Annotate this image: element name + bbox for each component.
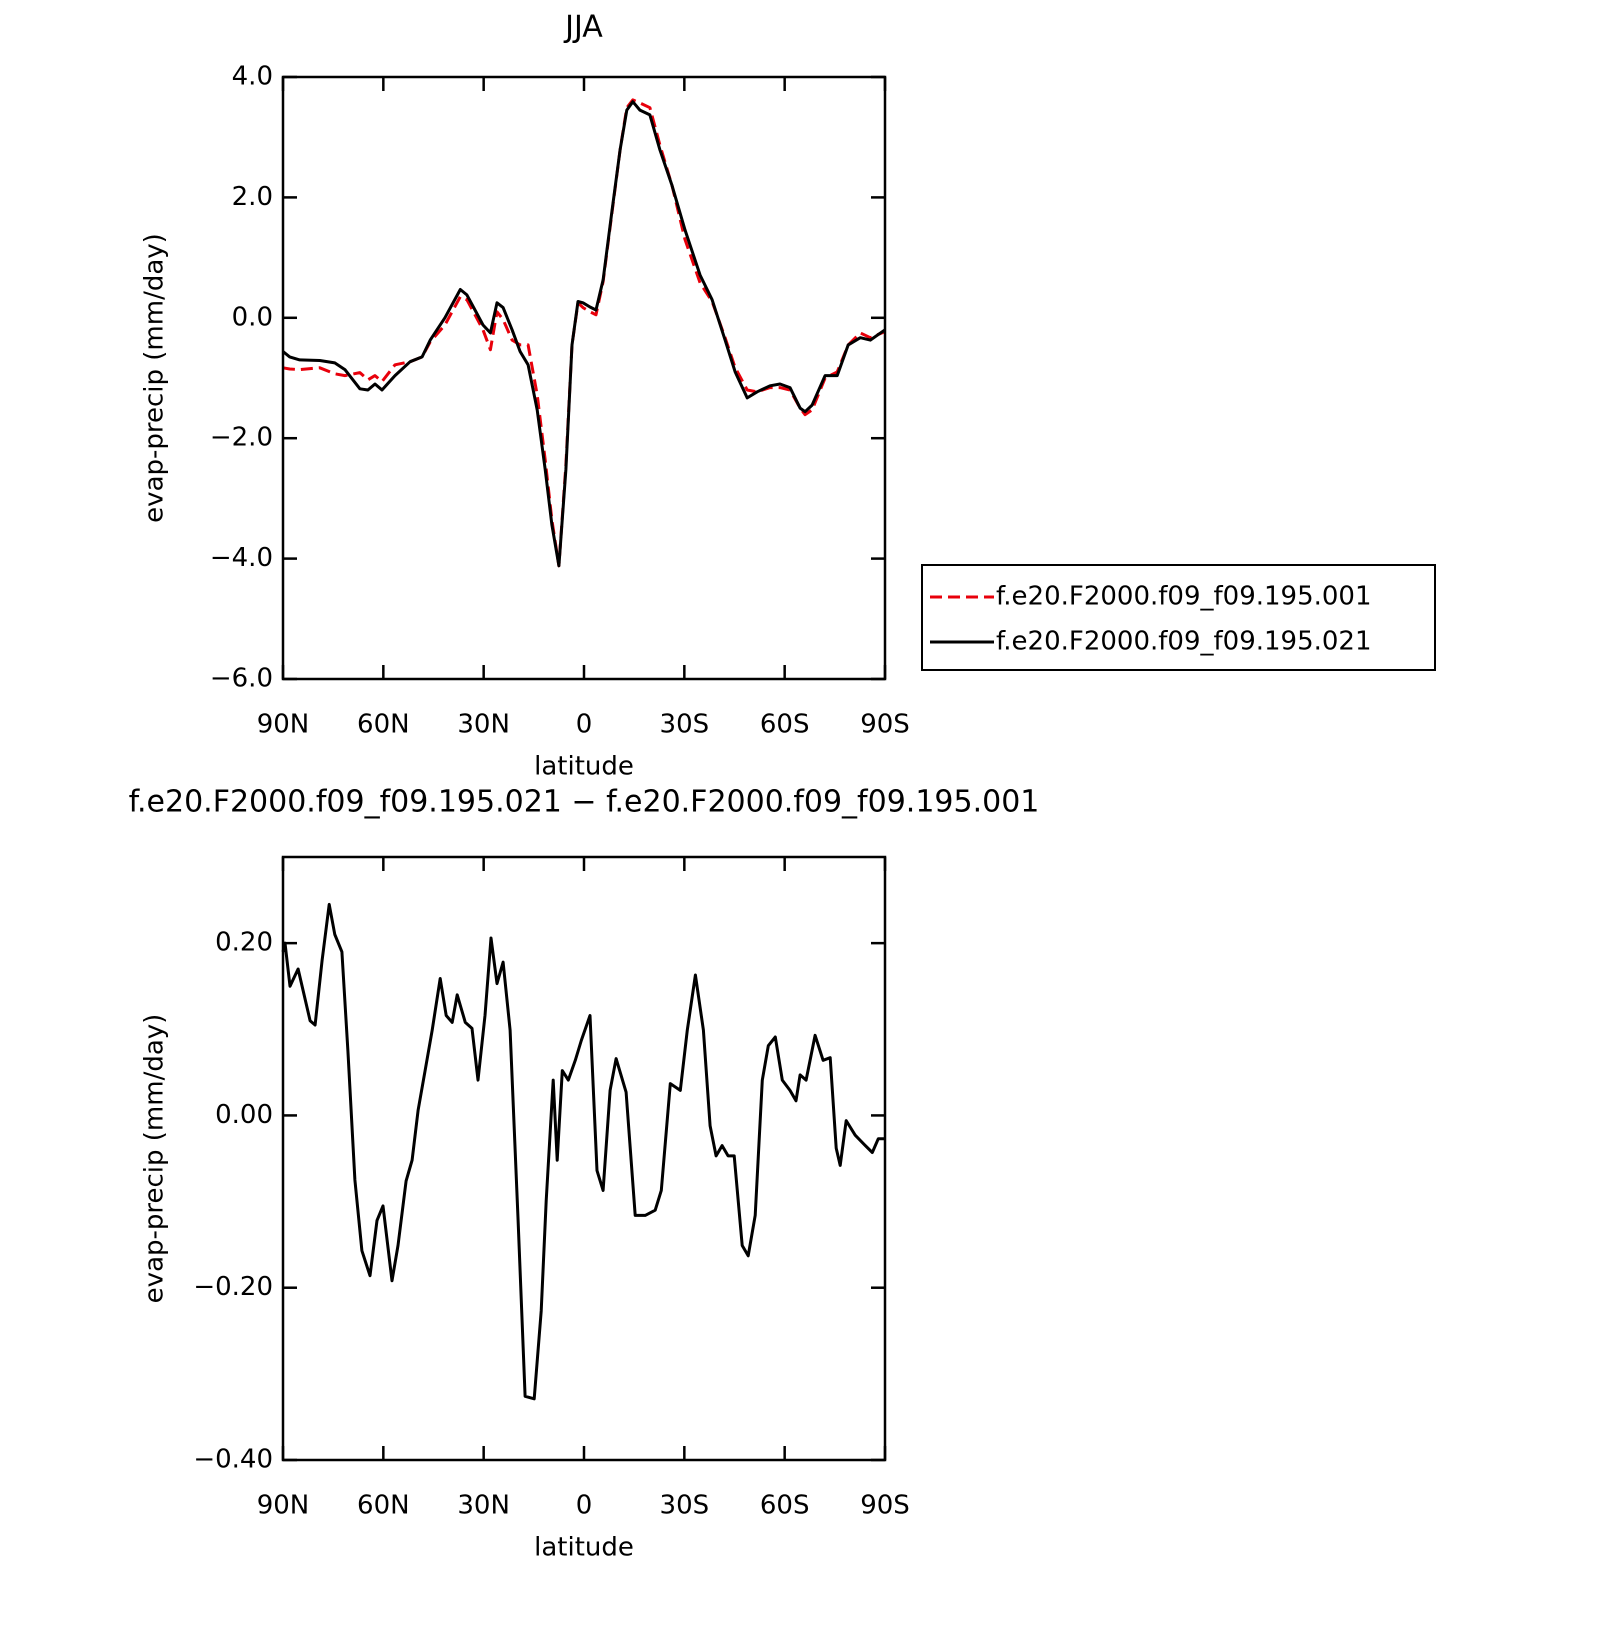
- y-tick-label: −4.0: [210, 543, 273, 573]
- legend-label: f.e20.F2000.f09_f09.195.021: [996, 627, 1372, 657]
- x-tick-label: 60S: [760, 1491, 810, 1521]
- x-tick-label: 30N: [457, 1491, 510, 1521]
- x-tick-label: 0: [576, 1491, 593, 1521]
- x-tick-label: 90N: [257, 710, 310, 740]
- chart-title: JJA: [563, 10, 603, 45]
- legend-box: [921, 564, 1436, 671]
- y-tick-label: −6.0: [210, 664, 273, 694]
- chart-title: f.e20.F2000.f09_f09.195.021 − f.e20.F200…: [129, 785, 1040, 820]
- x-axis-label: latitude: [534, 752, 634, 782]
- y-tick-label: −2.0: [210, 423, 273, 453]
- x-tick-label: 90S: [860, 710, 910, 740]
- y-axis-label: evap-precip (mm/day): [140, 233, 170, 523]
- data-line: [282, 98, 886, 568]
- x-tick-label: 0: [576, 710, 593, 740]
- data-line: [281, 902, 885, 1401]
- x-tick-label: 90S: [860, 1491, 910, 1521]
- y-tick-label: −0.20: [193, 1272, 273, 1302]
- y-tick-label: 0.0: [232, 302, 273, 332]
- plot-frame: [281, 855, 887, 1462]
- x-tick-label: 60N: [357, 1491, 410, 1521]
- y-tick-label: 2.0: [232, 182, 273, 212]
- x-tick-label: 30S: [660, 1491, 710, 1521]
- y-axis-label: evap-precip (mm/day): [140, 1014, 170, 1304]
- x-tick-label: 30S: [660, 710, 710, 740]
- y-tick-label: 0.20: [215, 928, 273, 958]
- x-tick-label: 30N: [457, 710, 510, 740]
- x-tick-label: 60S: [760, 710, 810, 740]
- x-tick-label: 90N: [257, 1491, 310, 1521]
- y-tick-label: −0.40: [193, 1445, 273, 1475]
- legend-label: f.e20.F2000.f09_f09.195.001: [996, 582, 1372, 612]
- x-axis-label: latitude: [534, 1533, 634, 1563]
- data-line: [282, 100, 886, 568]
- x-tick-label: 60N: [357, 710, 410, 740]
- y-tick-label: 0.00: [215, 1100, 273, 1130]
- y-tick-label: 4.0: [232, 62, 273, 92]
